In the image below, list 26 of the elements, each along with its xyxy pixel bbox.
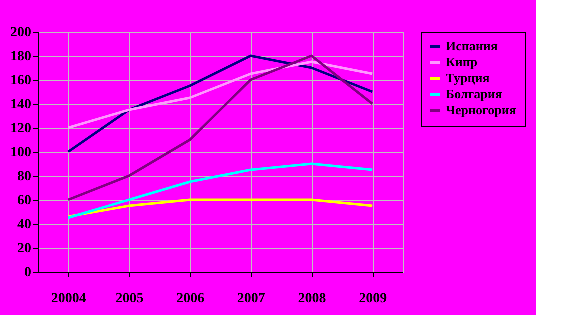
y-tick-label: 40 [18,218,32,232]
x-tick-label: 2008 [298,292,326,306]
line-series [67,54,374,154]
legend-label: Кипр [446,54,478,70]
line-series [67,54,374,202]
y-tick-label: 160 [10,74,32,88]
x-tick-label: 2006 [176,292,205,306]
y-tick-label: 140 [10,98,32,112]
x-tick-label: 2009 [359,292,388,306]
line-series [67,162,374,220]
y-tick-label: 200 [10,26,32,40]
y-tick-label: 80 [18,170,32,184]
legend-label: Испания [446,38,498,54]
y-tick-label: 180 [10,50,32,64]
x-tick-label: 2007 [237,292,266,306]
legend-label: Черногория [446,102,516,118]
line-series [67,60,374,130]
legend-label: Болгария [446,86,502,102]
y-tick-label: 20 [18,242,32,256]
y-tick-label: 120 [10,122,32,136]
legend-label: Турция [446,70,490,86]
y-tick-label: 0 [24,266,32,280]
x-tick-label: 20004 [51,292,86,306]
y-tick-label: 60 [18,194,32,208]
y-tick-label: 100 [10,146,32,160]
x-tick-label: 2005 [116,292,144,306]
